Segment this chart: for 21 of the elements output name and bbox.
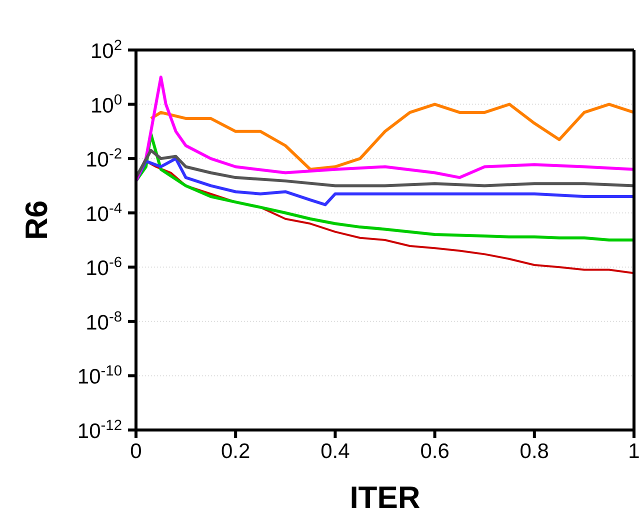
line-series [136,76,634,182]
y-tick-label: 10$^{-4}$ [86,200,122,226]
line-series [136,132,634,242]
x-tick-label: 0.6 [420,440,450,463]
y-tick-label: 10$^{-8}$ [86,309,122,334]
x-tick-label: 0.2 [221,440,250,463]
x-tick-label: 0.4 [320,440,350,463]
y-tick-label: 10$^{-10}$ [77,364,122,389]
y-tick-label: 10$^{2}$ [90,38,122,63]
line-series [136,157,634,206]
line-series [136,148,634,188]
y-tick-label: 10$^{-12}$ [77,418,122,443]
x-axis-title: ITER [350,480,420,510]
y-tick-label: 10$^{-2}$ [86,146,122,172]
y-axis-title: R6 [19,200,54,240]
x-tick-label: 1 [628,440,640,463]
line-series [149,102,634,171]
x-tick-label: 0.8 [520,440,549,463]
y-tick-label: 10$^{0}$ [90,92,122,118]
x-tick-label: 0 [130,440,142,463]
y-tick-label: 10$^{-6}$ [86,255,122,280]
